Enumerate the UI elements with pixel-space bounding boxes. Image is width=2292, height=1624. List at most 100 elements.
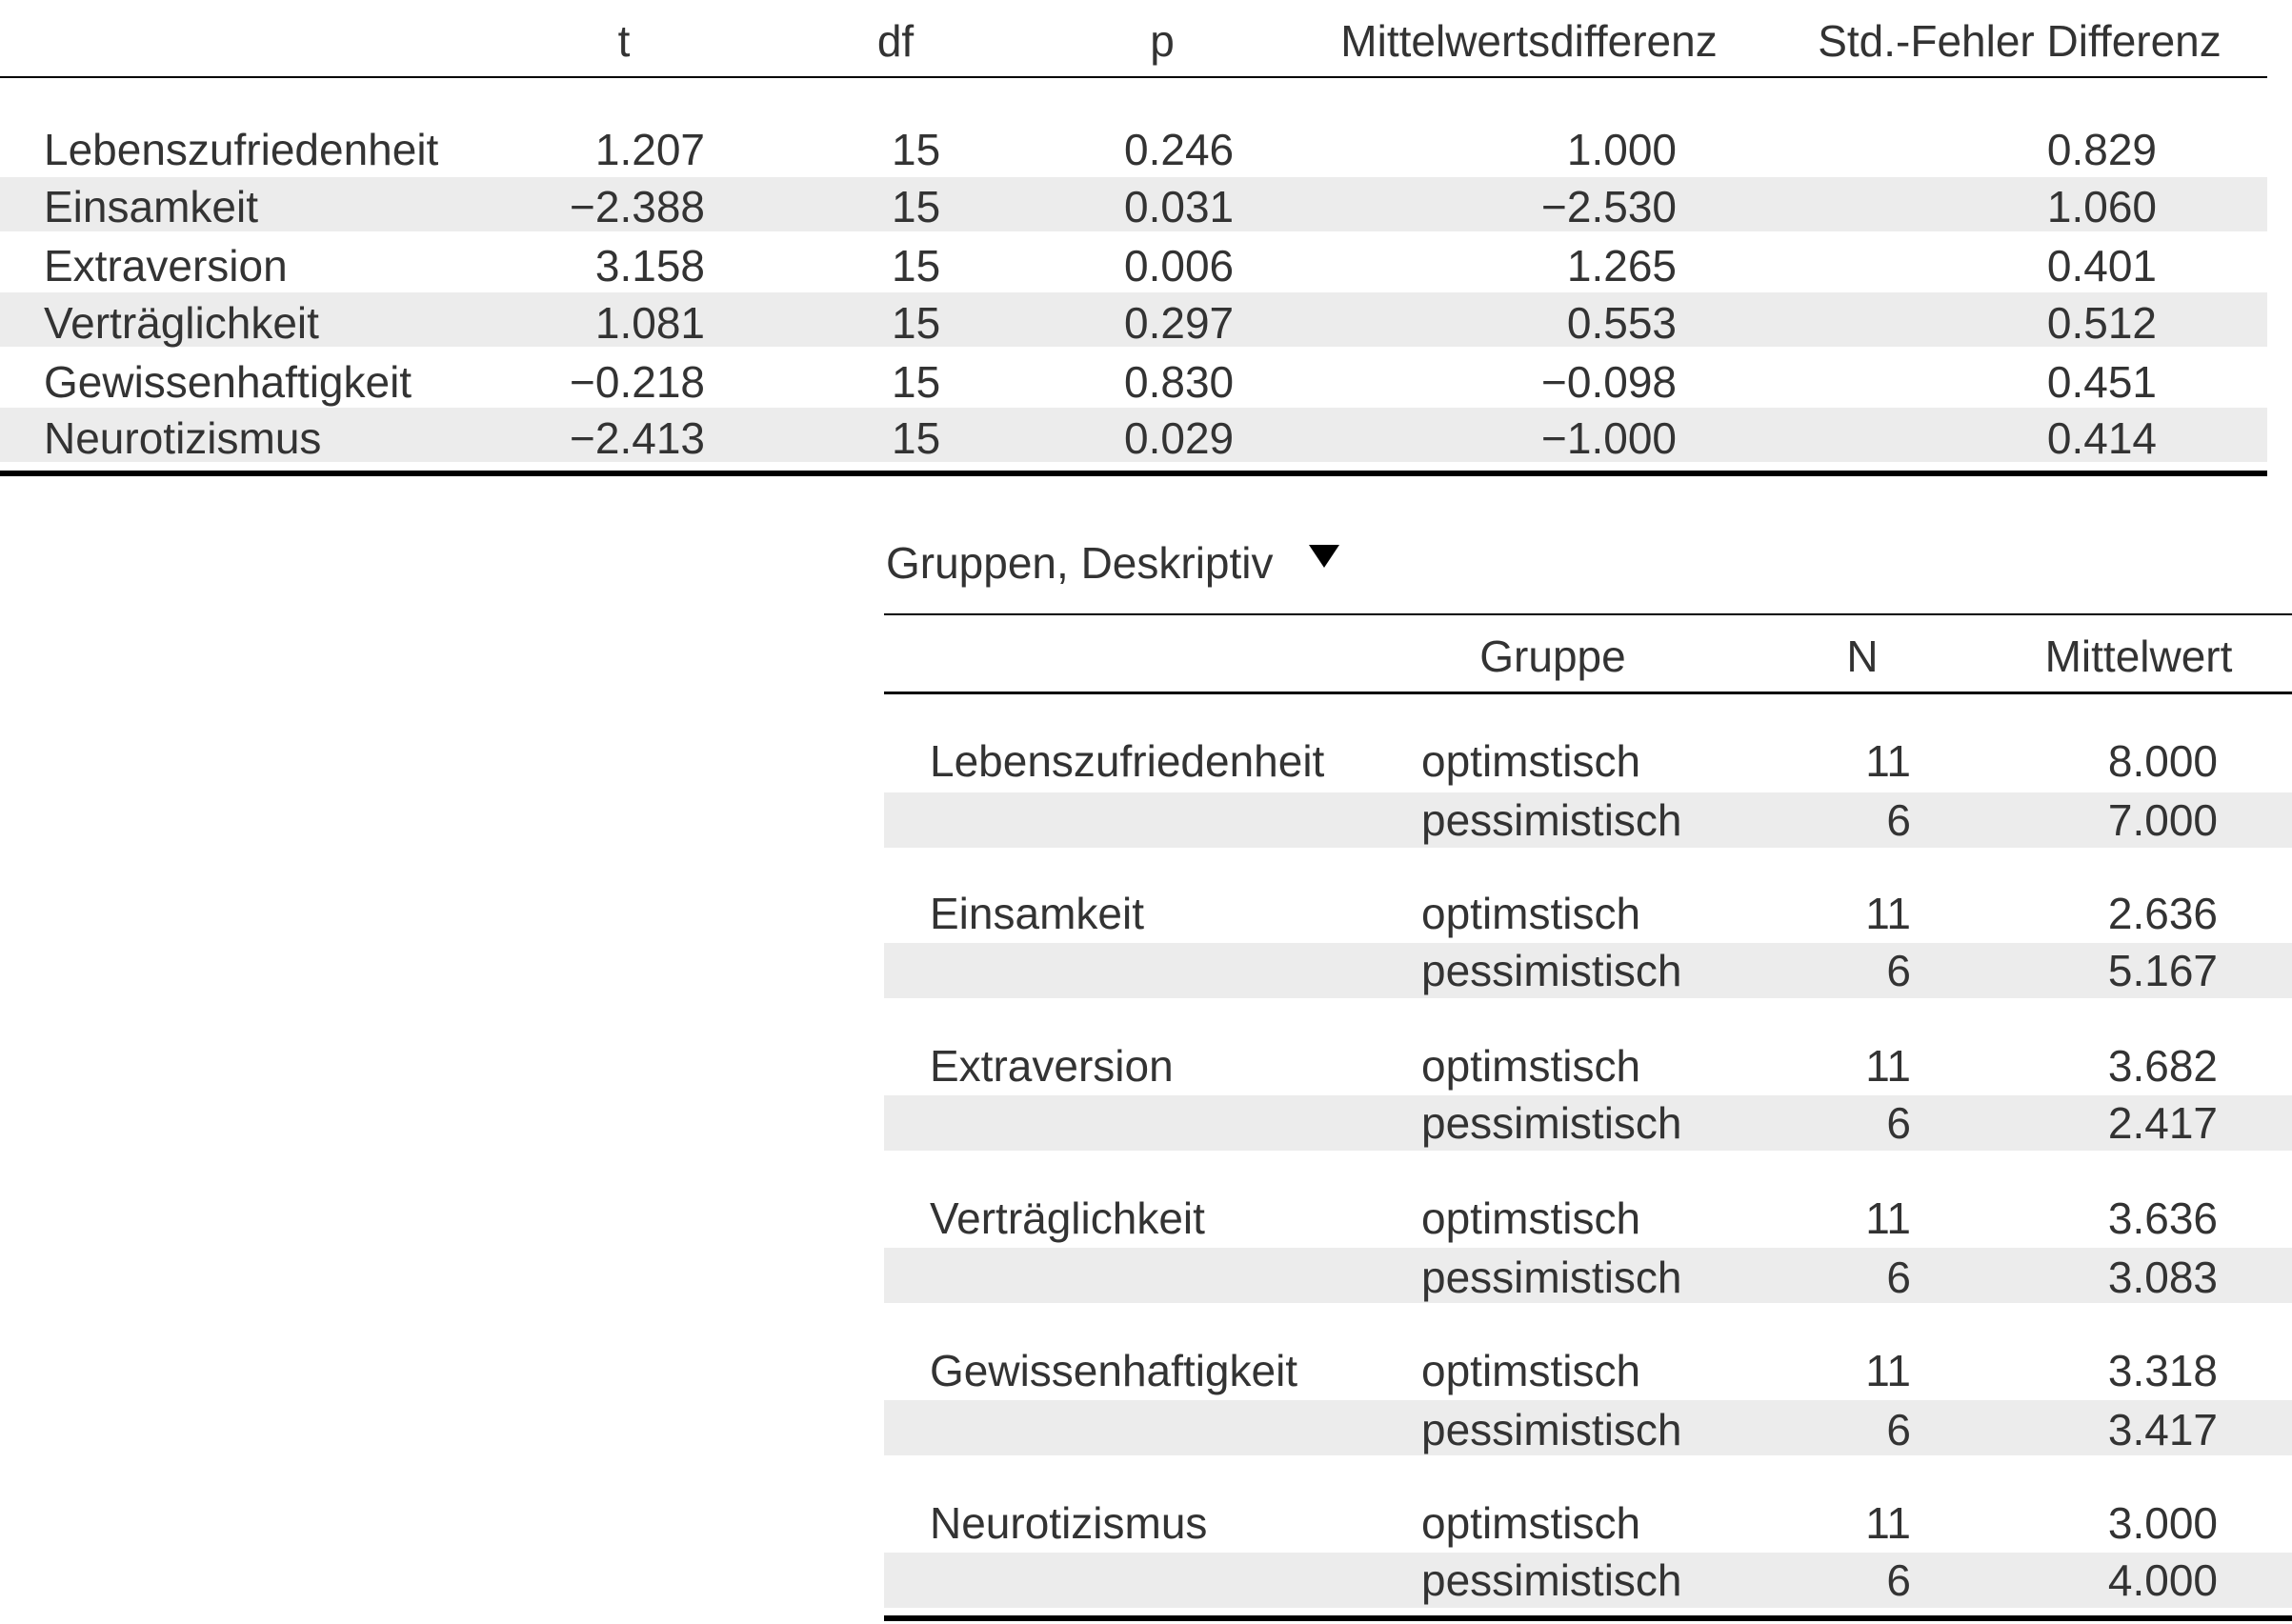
row-stripe [884, 943, 2292, 998]
group-label: pessimistisch [1421, 1405, 1682, 1454]
p-value: 0.029 [1124, 413, 1235, 463]
mean-value: 3.000 [2107, 1498, 2218, 1548]
df-value: 15 [892, 357, 941, 407]
col-header-t: t [617, 16, 631, 66]
mean-value: 3.318 [2107, 1346, 2218, 1395]
group-label: optimstisch [1421, 889, 1641, 938]
n-value: 11 [1865, 889, 1911, 938]
variable-label: Neurotizismus [930, 1498, 1208, 1548]
group-label: optimstisch [1421, 1346, 1641, 1395]
group-label: pessimistisch [1421, 946, 1682, 995]
mean-diff-value: 1.265 [1566, 241, 1677, 291]
col-header-mean: Mittelwert [2044, 632, 2233, 681]
df-value: 15 [892, 182, 941, 231]
n-value: 6 [1886, 946, 1911, 995]
group-label: pessimistisch [1421, 1253, 1682, 1302]
mean-diff-value: 1.000 [1566, 125, 1677, 174]
mean-value: 7.000 [2107, 795, 2218, 845]
p-value: 0.031 [1124, 182, 1235, 231]
df-value: 15 [892, 241, 941, 291]
col-header-df: df [876, 16, 915, 66]
section-title: Gruppen, Deskriptiv [886, 538, 1274, 588]
df-value: 15 [892, 125, 941, 174]
n-value: 6 [1886, 795, 1911, 845]
mean-value: 2.417 [2107, 1098, 2218, 1148]
n-value: 6 [1886, 1098, 1911, 1148]
row-stripe [884, 1095, 2292, 1151]
se-diff-value: 0.414 [2046, 413, 2157, 463]
variable-label: Gewissenhaftigkeit [930, 1346, 1298, 1395]
group-label: pessimistisch [1421, 795, 1682, 845]
n-value: 11 [1865, 1498, 1911, 1548]
row-stripe [884, 1400, 2292, 1455]
group-label: optimstisch [1421, 736, 1641, 786]
col-header-n: N [1846, 632, 1879, 681]
header-rule [0, 76, 2267, 78]
n-value: 11 [1865, 1193, 1911, 1243]
variable-label: Extraversion [930, 1041, 1174, 1091]
mean-value: 3.083 [2107, 1253, 2218, 1302]
table-bottom-rule [0, 471, 2267, 476]
row-label: Einsamkeit [44, 182, 258, 231]
n-value: 6 [1886, 1253, 1911, 1302]
n-value: 6 [1886, 1555, 1911, 1605]
col-header-mean-diff: Mittelwertsdifferenz [1340, 16, 1718, 66]
n-value: 11 [1865, 736, 1911, 786]
row-stripe [0, 177, 2267, 231]
t-value: −2.388 [570, 182, 705, 231]
group-label: optimstisch [1421, 1193, 1641, 1243]
row-label: Lebenszufriedenheit [44, 125, 439, 174]
row-stripe [0, 408, 2267, 462]
t-value: 1.207 [594, 125, 705, 174]
t-value: −2.413 [570, 413, 705, 463]
df-value: 15 [892, 298, 941, 348]
group-label: optimstisch [1421, 1498, 1641, 1548]
df-value: 15 [892, 413, 941, 463]
mean-diff-value: −0.098 [1541, 357, 1677, 407]
mean-value: 3.417 [2107, 1405, 2218, 1454]
n-value: 11 [1865, 1041, 1911, 1091]
mean-diff-value: 0.553 [1566, 298, 1677, 348]
group-label: optimstisch [1421, 1041, 1641, 1091]
p-value: 0.297 [1124, 298, 1235, 348]
row-stripe [0, 292, 2267, 347]
n-value: 6 [1886, 1405, 1911, 1454]
group-label: pessimistisch [1421, 1098, 1682, 1148]
se-diff-value: 0.512 [2046, 298, 2157, 348]
header-rule [884, 692, 2292, 694]
caret-down-icon[interactable] [1307, 543, 1341, 570]
se-diff-value: 1.060 [2046, 182, 2157, 231]
row-label: Extraversion [44, 241, 288, 291]
row-stripe [884, 1553, 2292, 1608]
variable-label: Verträglichkeit [930, 1193, 1205, 1243]
mean-value: 3.636 [2107, 1193, 2218, 1243]
t-value: 3.158 [594, 241, 705, 291]
se-diff-value: 0.829 [2046, 125, 2157, 174]
col-header-se-diff: Std.-Fehler Differenz [1818, 16, 2222, 66]
p-value: 0.830 [1124, 357, 1235, 407]
se-diff-value: 0.401 [2046, 241, 2157, 291]
row-stripe [884, 792, 2292, 848]
mean-value: 5.167 [2107, 946, 2218, 995]
t-value: 1.081 [594, 298, 705, 348]
row-label: Gewissenhaftigkeit [44, 357, 412, 407]
col-header-gruppe: Gruppe [1479, 632, 1626, 681]
se-diff-value: 0.451 [2046, 357, 2157, 407]
p-value: 0.246 [1124, 125, 1235, 174]
mean-diff-value: −2.530 [1541, 182, 1677, 231]
mean-value: 3.682 [2107, 1041, 2218, 1091]
col-header-p: p [1150, 16, 1175, 66]
variable-label: Lebenszufriedenheit [930, 736, 1325, 786]
table-top-rule [884, 613, 2292, 615]
mean-value: 8.000 [2107, 736, 2218, 786]
row-stripe [884, 1248, 2292, 1303]
row-label: Verträglichkeit [44, 298, 319, 348]
mean-value: 2.636 [2107, 889, 2218, 938]
table-bottom-rule [884, 1615, 2292, 1621]
mean-diff-value: −1.000 [1541, 413, 1677, 463]
group-label: pessimistisch [1421, 1555, 1682, 1605]
variable-label: Einsamkeit [930, 889, 1144, 938]
t-value: −0.218 [570, 357, 705, 407]
mean-value: 4.000 [2107, 1555, 2218, 1605]
n-value: 11 [1865, 1346, 1911, 1395]
